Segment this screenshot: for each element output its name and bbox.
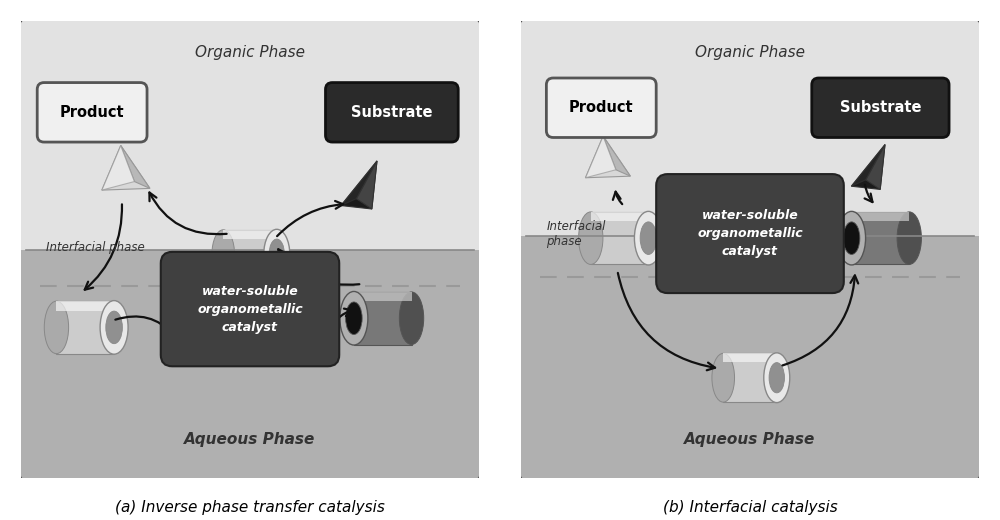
Ellipse shape <box>264 229 290 279</box>
Ellipse shape <box>106 311 122 344</box>
Polygon shape <box>585 136 630 178</box>
Ellipse shape <box>843 222 860 254</box>
Polygon shape <box>56 301 114 310</box>
Polygon shape <box>56 301 114 354</box>
Text: Organic Phase: Organic Phase <box>695 45 805 60</box>
Polygon shape <box>723 353 777 362</box>
Ellipse shape <box>269 239 284 269</box>
FancyBboxPatch shape <box>546 78 656 137</box>
Polygon shape <box>354 292 412 345</box>
FancyBboxPatch shape <box>656 174 844 293</box>
Text: (a) Inverse phase transfer catalysis: (a) Inverse phase transfer catalysis <box>115 500 385 515</box>
Bar <box>521 236 979 478</box>
FancyBboxPatch shape <box>326 83 458 142</box>
Text: water-soluble
organometallic
catalyst: water-soluble organometallic catalyst <box>697 209 803 258</box>
FancyBboxPatch shape <box>812 78 949 137</box>
Bar <box>521 21 979 236</box>
Polygon shape <box>354 292 412 302</box>
Text: Organic Phase: Organic Phase <box>195 45 305 60</box>
Text: Aqueous Phase: Aqueous Phase <box>684 432 816 447</box>
Ellipse shape <box>838 211 866 265</box>
Ellipse shape <box>100 301 128 354</box>
Text: water-soluble
organometallic
catalyst: water-soluble organometallic catalyst <box>197 284 303 334</box>
Polygon shape <box>585 136 616 178</box>
Ellipse shape <box>640 222 657 254</box>
Polygon shape <box>102 146 150 190</box>
Ellipse shape <box>769 362 784 393</box>
Polygon shape <box>852 212 909 265</box>
Text: Interfacial phase: Interfacial phase <box>46 241 145 254</box>
Polygon shape <box>851 145 885 189</box>
Ellipse shape <box>399 292 424 345</box>
Polygon shape <box>851 145 885 186</box>
Text: Product: Product <box>569 100 634 115</box>
Polygon shape <box>102 146 134 190</box>
Ellipse shape <box>712 353 735 402</box>
Ellipse shape <box>897 212 921 265</box>
Text: Substrate: Substrate <box>840 100 921 115</box>
Ellipse shape <box>212 230 235 279</box>
Polygon shape <box>591 212 648 222</box>
Polygon shape <box>723 353 777 402</box>
Ellipse shape <box>44 301 69 354</box>
Text: Aqueous Phase: Aqueous Phase <box>184 432 316 447</box>
Ellipse shape <box>579 212 603 265</box>
Polygon shape <box>223 230 277 279</box>
Polygon shape <box>356 161 377 209</box>
Ellipse shape <box>346 302 362 334</box>
Polygon shape <box>591 212 648 265</box>
Text: Interfacial
phase: Interfacial phase <box>546 219 606 248</box>
Bar <box>21 250 479 478</box>
Polygon shape <box>852 212 909 222</box>
Polygon shape <box>121 146 150 188</box>
Polygon shape <box>223 230 277 239</box>
Polygon shape <box>866 145 885 189</box>
Text: (b) Interfacial catalysis: (b) Interfacial catalysis <box>663 500 837 515</box>
Ellipse shape <box>340 291 368 345</box>
Polygon shape <box>341 161 377 209</box>
Polygon shape <box>341 161 377 205</box>
Ellipse shape <box>764 353 790 402</box>
Bar <box>21 21 479 250</box>
Polygon shape <box>603 136 630 176</box>
Text: Product: Product <box>60 105 124 120</box>
FancyBboxPatch shape <box>37 83 147 142</box>
FancyBboxPatch shape <box>161 252 339 366</box>
Ellipse shape <box>634 211 662 265</box>
Text: Substrate: Substrate <box>351 105 433 120</box>
